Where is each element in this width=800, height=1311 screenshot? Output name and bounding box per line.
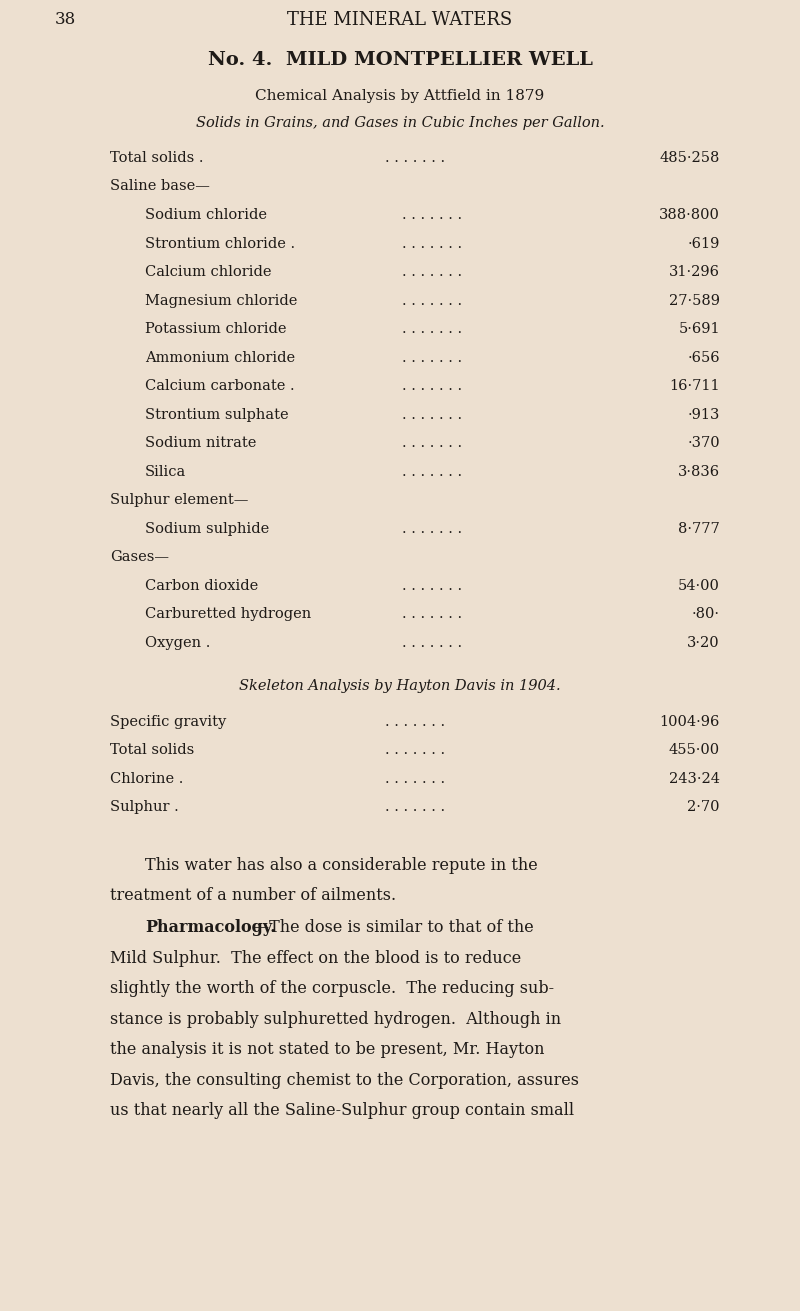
Text: . . . . . . .: . . . . . . . bbox=[402, 408, 462, 422]
Text: stance is probably sulphuretted hydrogen.  Although in: stance is probably sulphuretted hydrogen… bbox=[110, 1011, 561, 1028]
Text: 2·70: 2·70 bbox=[687, 800, 720, 814]
Text: Davis, the consulting chemist to the Corporation, assures: Davis, the consulting chemist to the Cor… bbox=[110, 1071, 579, 1088]
Text: 3·836: 3·836 bbox=[678, 464, 720, 479]
Text: 38: 38 bbox=[55, 10, 76, 28]
Text: . . . . . . .: . . . . . . . bbox=[402, 464, 462, 479]
Text: . . . . . . .: . . . . . . . bbox=[402, 265, 462, 279]
Text: Strontium chloride .: Strontium chloride . bbox=[145, 236, 295, 250]
Text: . . . . . . .: . . . . . . . bbox=[385, 714, 445, 729]
Text: Magnesium chloride: Magnesium chloride bbox=[145, 294, 298, 308]
Text: 27·589: 27·589 bbox=[669, 294, 720, 308]
Text: 5·691: 5·691 bbox=[678, 323, 720, 336]
Text: Calcium chloride: Calcium chloride bbox=[145, 265, 271, 279]
Text: Strontium sulphate: Strontium sulphate bbox=[145, 408, 289, 422]
Text: Sulphur element—: Sulphur element— bbox=[110, 493, 248, 507]
Text: Sodium nitrate: Sodium nitrate bbox=[145, 437, 256, 450]
Text: ·656: ·656 bbox=[687, 350, 720, 364]
Text: treatment of a number of ailments.: treatment of a number of ailments. bbox=[110, 888, 396, 905]
Text: 243·24: 243·24 bbox=[669, 772, 720, 785]
Text: ·370: ·370 bbox=[687, 437, 720, 450]
Text: 31·296: 31·296 bbox=[669, 265, 720, 279]
Text: ·913: ·913 bbox=[688, 408, 720, 422]
Text: . . . . . . .: . . . . . . . bbox=[402, 379, 462, 393]
Text: 3·20: 3·20 bbox=[687, 636, 720, 649]
Text: 8·777: 8·777 bbox=[678, 522, 720, 535]
Text: Chemical Analysis by Attfield in 1879: Chemical Analysis by Attfield in 1879 bbox=[255, 89, 545, 104]
Text: . . . . . . .: . . . . . . . bbox=[385, 151, 445, 165]
Text: the analysis it is not stated to be present, Mr. Hayton: the analysis it is not stated to be pres… bbox=[110, 1041, 545, 1058]
Text: Sodium chloride: Sodium chloride bbox=[145, 208, 267, 222]
Text: . . . . . . .: . . . . . . . bbox=[402, 522, 462, 535]
Text: . . . . . . .: . . . . . . . bbox=[385, 800, 445, 814]
Text: Specific gravity: Specific gravity bbox=[110, 714, 226, 729]
Text: 1004·96: 1004·96 bbox=[660, 714, 720, 729]
Text: Sodium sulphide: Sodium sulphide bbox=[145, 522, 270, 535]
Text: 16·711: 16·711 bbox=[670, 379, 720, 393]
Text: Total solids .: Total solids . bbox=[110, 151, 203, 165]
Text: Skeleton Analysis by Hayton Davis in 1904.: Skeleton Analysis by Hayton Davis in 190… bbox=[239, 679, 561, 694]
Text: Calcium carbonate .: Calcium carbonate . bbox=[145, 379, 294, 393]
Text: Solids in Grains, and Gases in Cubic Inches per Gallon.: Solids in Grains, and Gases in Cubic Inc… bbox=[196, 115, 604, 130]
Text: . . . . . . .: . . . . . . . bbox=[402, 208, 462, 222]
Text: Ammonium chloride: Ammonium chloride bbox=[145, 350, 295, 364]
Text: Carbon dioxide: Carbon dioxide bbox=[145, 578, 258, 593]
Text: Total solids: Total solids bbox=[110, 743, 194, 758]
Text: us that nearly all the Saline-Sulphur group contain small: us that nearly all the Saline-Sulphur gr… bbox=[110, 1103, 574, 1120]
Text: . . . . . . .: . . . . . . . bbox=[385, 743, 445, 758]
Text: Oxygen .: Oxygen . bbox=[145, 636, 210, 649]
Text: ·619: ·619 bbox=[688, 236, 720, 250]
Text: This water has also a considerable repute in the: This water has also a considerable reput… bbox=[145, 856, 538, 873]
Text: Pharmacology.: Pharmacology. bbox=[145, 919, 276, 936]
Text: 388·800: 388·800 bbox=[659, 208, 720, 222]
Text: 455·00: 455·00 bbox=[669, 743, 720, 758]
Text: 485·258: 485·258 bbox=[660, 151, 720, 165]
Text: . . . . . . .: . . . . . . . bbox=[402, 578, 462, 593]
Text: . . . . . . .: . . . . . . . bbox=[385, 772, 445, 785]
Text: . . . . . . .: . . . . . . . bbox=[402, 636, 462, 649]
Text: Potassium chloride: Potassium chloride bbox=[145, 323, 286, 336]
Text: Sulphur .: Sulphur . bbox=[110, 800, 178, 814]
Text: No. 4.  MILD MONTPELLIER WELL: No. 4. MILD MONTPELLIER WELL bbox=[207, 51, 593, 69]
Text: 54·00: 54·00 bbox=[678, 578, 720, 593]
Text: —The dose is similar to that of the: —The dose is similar to that of the bbox=[253, 919, 534, 936]
Text: Gases—: Gases— bbox=[110, 551, 169, 564]
Text: Mild Sulphur.  The effect on the blood is to reduce: Mild Sulphur. The effect on the blood is… bbox=[110, 949, 522, 966]
Text: ·80·: ·80· bbox=[692, 607, 720, 621]
Text: . . . . . . .: . . . . . . . bbox=[402, 607, 462, 621]
Text: Carburetted hydrogen: Carburetted hydrogen bbox=[145, 607, 311, 621]
Text: slightly the worth of the corpuscle.  The reducing sub-: slightly the worth of the corpuscle. The… bbox=[110, 981, 554, 998]
Text: . . . . . . .: . . . . . . . bbox=[402, 350, 462, 364]
Text: . . . . . . .: . . . . . . . bbox=[402, 294, 462, 308]
Text: THE MINERAL WATERS: THE MINERAL WATERS bbox=[287, 10, 513, 29]
Text: Silica: Silica bbox=[145, 464, 186, 479]
Text: Saline base—: Saline base— bbox=[110, 180, 210, 194]
Text: . . . . . . .: . . . . . . . bbox=[402, 437, 462, 450]
Text: . . . . . . .: . . . . . . . bbox=[402, 323, 462, 336]
Text: Chlorine .: Chlorine . bbox=[110, 772, 183, 785]
Text: . . . . . . .: . . . . . . . bbox=[402, 236, 462, 250]
